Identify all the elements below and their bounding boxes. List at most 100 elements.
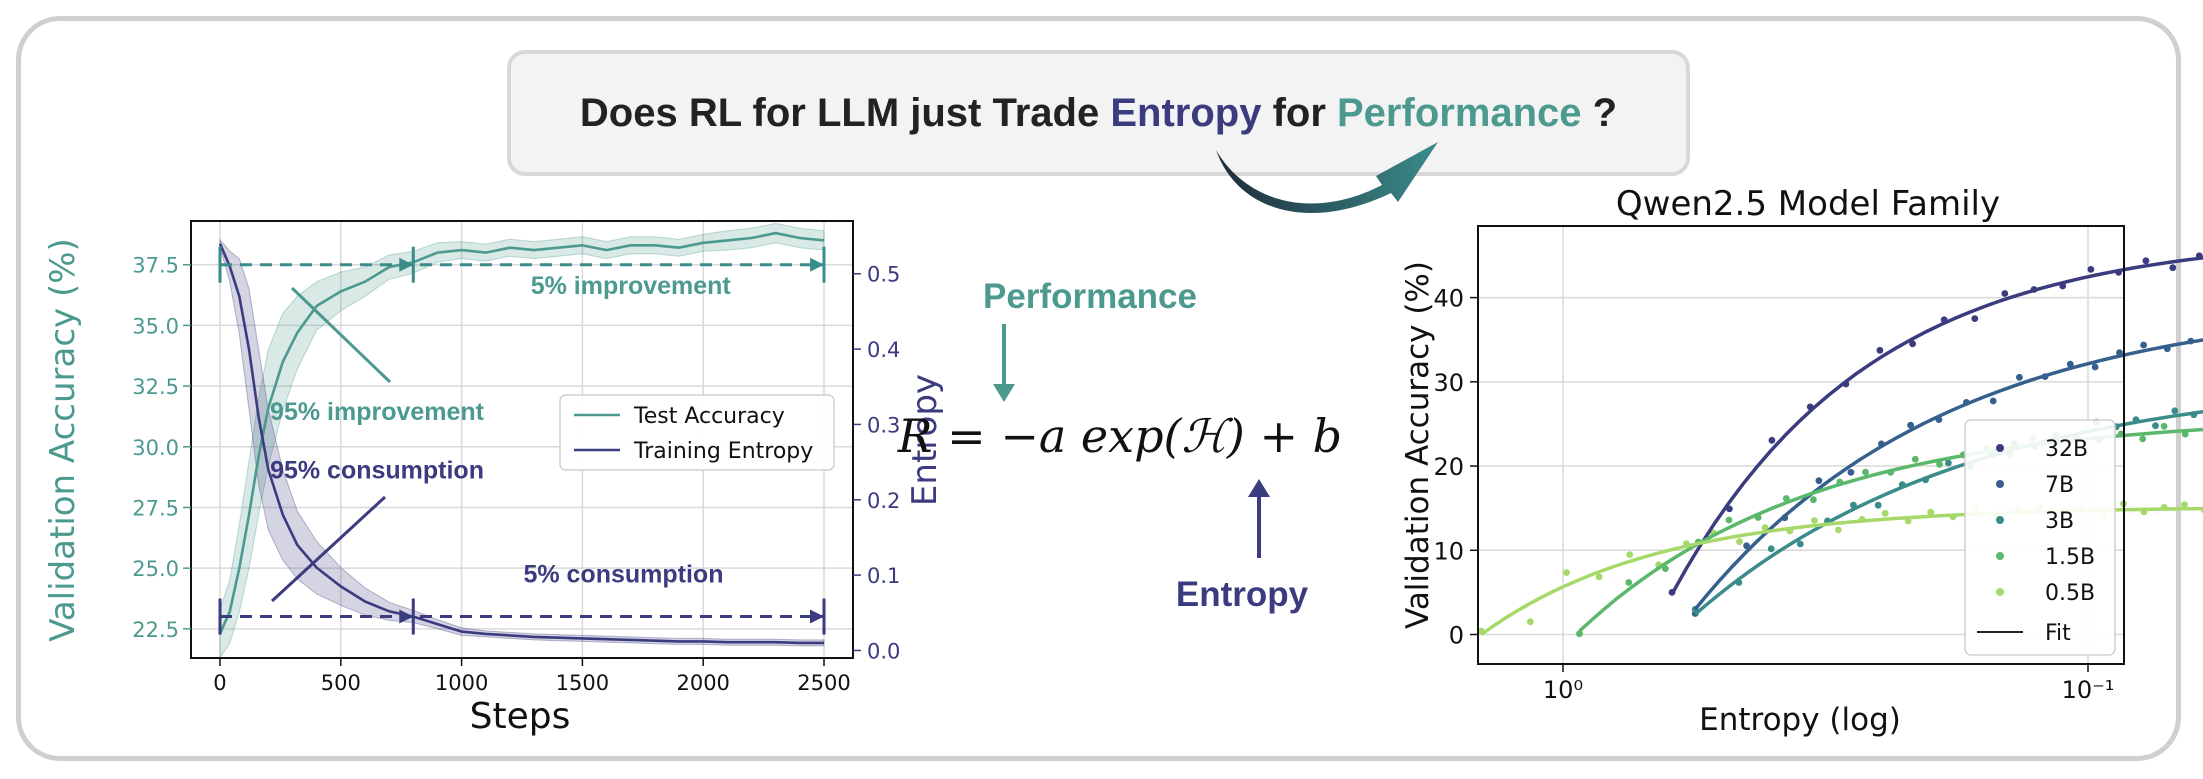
y-tick-label: 25.0 xyxy=(132,557,179,581)
legend-label: 3B xyxy=(2045,509,2074,534)
x-tick-label: 500 xyxy=(321,671,361,695)
left-chart-y2-label: Entropy xyxy=(905,374,945,506)
data-point xyxy=(1907,421,1914,429)
y2-tick-label: 0.3 xyxy=(867,413,900,437)
data-point xyxy=(1989,397,1997,405)
right-chart-x-label: Entropy (log) xyxy=(1699,702,1901,738)
annotation-95pct-improvement: 95% improvement xyxy=(270,398,485,426)
y2-tick-label: 0.1 xyxy=(867,564,900,588)
data-point xyxy=(2152,422,2159,430)
data-point xyxy=(2160,422,2168,430)
data-point xyxy=(2001,290,2009,297)
x-tick-label: 2500 xyxy=(797,671,850,695)
legend-label: 7B xyxy=(2045,473,2074,498)
legend-label-test-accuracy: Test Accuracy xyxy=(633,404,785,429)
data-point xyxy=(1768,436,1776,444)
headline-middle: for xyxy=(1261,90,1337,135)
left-chart-plot-border xyxy=(190,220,854,659)
data-point xyxy=(1810,496,1817,504)
left-chart-legend: Test Accuracy Training Entropy xyxy=(559,394,835,471)
data-point xyxy=(1927,508,1935,516)
legend-label: 32B xyxy=(2045,437,2088,462)
x-tick-label: 1000 xyxy=(435,671,488,695)
left-chart-ticks: 0 500 1000 1500 2000 2500 22.5 25.0 27.5 30.0 32.5… xyxy=(132,254,900,695)
arrowhead-icon xyxy=(399,609,414,624)
y-tick-label: 20 xyxy=(1433,453,1464,481)
x-tick-label: 0 xyxy=(213,671,226,695)
data-point xyxy=(2087,266,2095,273)
data-point xyxy=(1911,455,1919,463)
pointer-line-improvement xyxy=(290,286,392,384)
legend-swatch-1.5B xyxy=(1996,552,2004,560)
model-family-chart: Qwen2.5 Model Family 10⁰ 10⁻¹ 0 10 20 30 40 Va… xyxy=(1400,184,2203,738)
data-point xyxy=(1725,516,1733,524)
y2-tick-label: 0.4 xyxy=(867,338,900,362)
arrowhead-icon xyxy=(810,609,825,624)
formula-performance-label: Performance xyxy=(983,277,1197,316)
headline-entropy-word: Entropy xyxy=(1110,90,1262,135)
y2-tick-label: 0.2 xyxy=(867,489,900,513)
data-point xyxy=(2066,360,2074,368)
left-chart-reference-marks xyxy=(218,246,826,635)
data-point xyxy=(2091,363,2099,371)
y-tick-label: 40 xyxy=(1433,285,1464,313)
series-line-1 xyxy=(218,243,824,645)
formula-panel: Performance R = −a exp(ℋ) + b Entropy xyxy=(897,277,1342,614)
left-chart-x-label: Steps xyxy=(470,696,571,737)
data-point xyxy=(1626,551,1634,558)
legend-label: 1.5B xyxy=(2045,545,2095,570)
data-point xyxy=(1576,630,1583,638)
right-chart-y-label: Validation Accuracy (%) xyxy=(1400,261,1436,629)
data-point xyxy=(1796,540,1804,548)
y-tick-label: 30 xyxy=(1433,369,1464,397)
fit-line-7B xyxy=(1693,338,2203,611)
data-point xyxy=(1835,526,1842,534)
training-dynamics-chart: 0 500 1000 1500 2000 2500 22.5 25.0 27.5 30.0 32.5… xyxy=(43,220,945,737)
headline-box: Does RL for LLM just Trade Entropy for P… xyxy=(507,50,1690,176)
arrowhead-icon xyxy=(810,257,825,272)
data-point xyxy=(1563,569,1570,576)
legend-label: 0.5B xyxy=(2045,581,2095,606)
data-point xyxy=(2140,341,2148,349)
data-point xyxy=(1847,468,1855,476)
right-chart-plot-border xyxy=(1477,225,2125,665)
legend-swatch-7B xyxy=(1996,480,2004,488)
data-point xyxy=(1815,477,1823,485)
headline-prefix: Does RL for LLM just Trade xyxy=(579,90,1111,135)
x-tick-label: 10⁰ xyxy=(1543,676,1583,704)
annotation-95pct-consumption: 95% consumption xyxy=(270,456,484,484)
data-point xyxy=(1945,459,1952,467)
legend-box xyxy=(559,394,835,471)
arrow-down-icon xyxy=(993,384,1015,402)
y-tick-label: 35.0 xyxy=(132,314,179,338)
y-tick-label: 37.5 xyxy=(132,254,179,278)
formula-equation: R = −a exp(ℋ) + b xyxy=(897,409,1342,463)
data-point xyxy=(2181,501,2188,508)
right-chart-ticks: 10⁰ 10⁻¹ 0 10 20 30 40 xyxy=(1433,285,2114,704)
fit-line-3B xyxy=(1694,409,2203,616)
formula-entropy-label: Entropy xyxy=(1176,575,1309,614)
data-point xyxy=(2139,435,2147,443)
y2-tick-label: 0.0 xyxy=(867,639,900,663)
data-point xyxy=(1874,501,1882,509)
data-point xyxy=(1595,573,1603,581)
y-tick-label: 22.5 xyxy=(132,618,179,642)
annotation-5pct-improvement: 5% improvement xyxy=(531,272,732,300)
left-chart-y-label: Validation Accuracy (%) xyxy=(43,238,83,642)
y-tick-label: 32.5 xyxy=(132,375,179,399)
y-tick-label: 0 xyxy=(1449,622,1464,650)
legend-swatch-3B xyxy=(1996,516,2004,524)
headline-suffix: ? xyxy=(1581,90,1618,135)
legend-swatch-32B xyxy=(1996,444,2004,452)
y-tick-label: 10 xyxy=(1433,537,1464,565)
data-point xyxy=(1811,517,1818,524)
data-point xyxy=(1767,545,1775,553)
legend-label-fit: Fit xyxy=(2045,621,2071,646)
x-tick-label: 2000 xyxy=(676,671,729,695)
data-point xyxy=(1909,340,1916,348)
series-band-1 xyxy=(219,238,825,647)
fit-line-32B xyxy=(1670,256,2203,595)
data-point xyxy=(1736,538,1743,546)
data-point xyxy=(1881,509,1889,517)
